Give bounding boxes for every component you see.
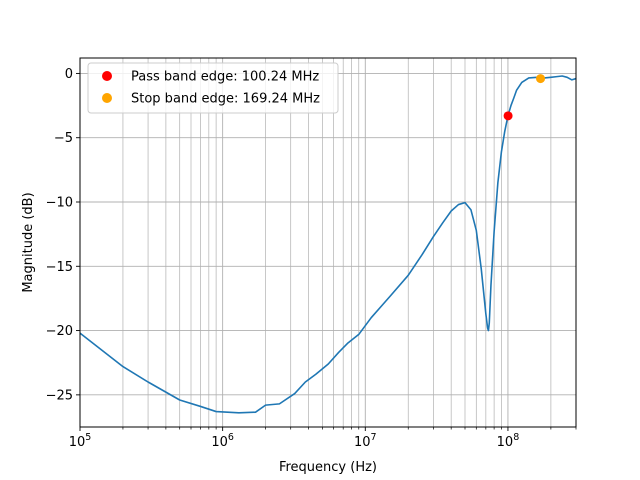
y-tick-label: −15 <box>46 260 73 275</box>
x-tick-label: 105 <box>69 432 92 450</box>
y-tick-label: −5 <box>54 131 73 146</box>
pass-band-edge-point <box>503 111 513 121</box>
x-axis-label: Frequency (Hz) <box>279 460 377 475</box>
legend-marker-stop-band <box>102 93 112 103</box>
stop-band-edge-point <box>536 74 546 84</box>
x-axis-ticks: 105 106 107 108 <box>69 427 577 450</box>
x-tick-label: 106 <box>211 432 234 450</box>
y-tick-label: 0 <box>65 67 73 82</box>
grid <box>79 58 577 427</box>
legend-marker-pass-band <box>102 71 112 81</box>
magnitude-response-line <box>79 75 577 414</box>
legend: Pass band edge: 100.24 MHz Stop band edg… <box>87 62 339 114</box>
y-tick-label: −20 <box>46 324 73 339</box>
plot-lines <box>79 75 577 414</box>
x-tick-label: 108 <box>497 432 520 450</box>
plot-frame <box>79 57 577 428</box>
legend-label-stop-band: Stop band edge: 169.24 MHz <box>131 92 320 107</box>
y-tick-label: −25 <box>46 388 73 403</box>
legend-label-pass-band: Pass band edge: 100.24 MHz <box>131 70 319 85</box>
y-tick-label: −10 <box>46 196 73 211</box>
legend-box <box>87 62 339 114</box>
plot-points <box>503 74 546 121</box>
x-tick-label: 107 <box>354 432 377 450</box>
y-axis-label: Magnitude (dB) <box>21 192 36 292</box>
y-axis-ticks: 0 −5 −10 −15 −20 −25 <box>46 67 80 403</box>
